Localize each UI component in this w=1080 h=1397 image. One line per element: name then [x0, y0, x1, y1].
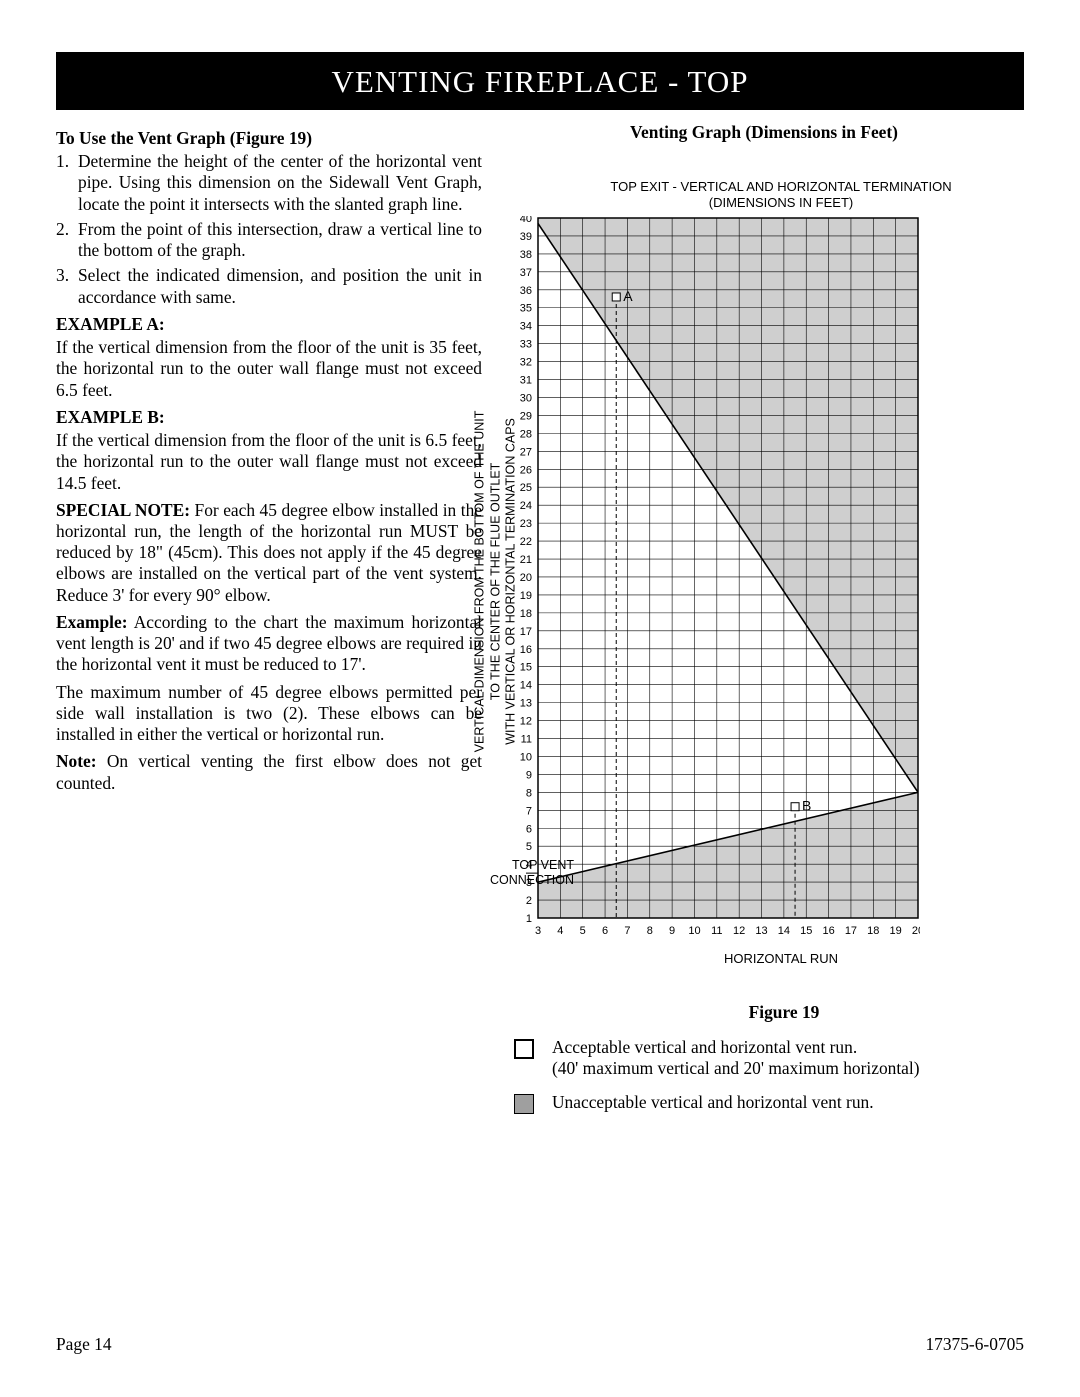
svg-text:13: 13 [755, 925, 767, 937]
svg-text:19: 19 [890, 925, 902, 937]
svg-text:9: 9 [669, 925, 675, 937]
svg-text:4: 4 [557, 925, 563, 937]
page-footer: Page 14 17375-6-0705 [56, 1334, 1024, 1355]
page-title-bar: VENTING FIREPLACE - TOP [56, 52, 1024, 110]
chart-title: TOP EXIT - VERTICAL AND HORIZONTAL TERMI… [538, 179, 1024, 212]
vertical-note: Note: On vertical venting the first elbo… [56, 751, 482, 793]
steps-list: 1.Determine the height of the center of … [56, 151, 482, 308]
svg-text:16: 16 [822, 925, 834, 937]
step-3: 3.Select the indicated dimension, and po… [56, 265, 482, 307]
vent-svg: AB12345678910111213141516171819202122232… [504, 216, 920, 940]
example-note: Example: According to the chart the maxi… [56, 612, 482, 676]
svg-text:6: 6 [602, 925, 608, 937]
step-1: 1.Determine the height of the center of … [56, 151, 482, 215]
y-axis-label-wrap: VERTICAL DIMENSION FROM THE BOTTOM OF TH… [446, 219, 546, 944]
svg-text:17: 17 [845, 925, 857, 937]
svg-text:A: A [623, 287, 633, 303]
figure-legend: Figure 19 Acceptable vertical and horizo… [504, 1002, 1024, 1115]
svg-text:8: 8 [647, 925, 653, 937]
top-vent-label: TOP VENTCONNECTION [490, 858, 574, 888]
example-a-heading: EXAMPLE A: [56, 314, 482, 335]
use-graph-heading: To Use the Vent Graph (Figure 19) [56, 128, 482, 149]
svg-text:B: B [802, 797, 811, 813]
legend-acceptable: Acceptable vertical and horizontal vent … [504, 1037, 1024, 1081]
vent-chart: TOP EXIT - VERTICAL AND HORIZONTAL TERMI… [504, 179, 1024, 966]
svg-text:14: 14 [778, 925, 790, 937]
svg-text:10: 10 [688, 925, 700, 937]
svg-text:15: 15 [800, 925, 812, 937]
max-elbows-note: The maximum number of 45 degree elbows p… [56, 682, 482, 746]
swatch-grey-icon [514, 1094, 534, 1114]
graph-column: Venting Graph (Dimensions in Feet) TOP E… [504, 122, 1024, 1126]
svg-text:7: 7 [624, 925, 630, 937]
example-b-heading: EXAMPLE B: [56, 407, 482, 428]
svg-text:18: 18 [867, 925, 879, 937]
figure-label: Figure 19 [544, 1002, 1024, 1023]
footer-page: Page 14 [56, 1334, 112, 1355]
svg-text:20: 20 [912, 925, 920, 937]
svg-text:12: 12 [733, 925, 745, 937]
special-note: SPECIAL NOTE: For each 45 degree elbow i… [56, 500, 482, 606]
graph-heading: Venting Graph (Dimensions in Feet) [504, 122, 1024, 143]
footer-doc-id: 17375-6-0705 [925, 1334, 1024, 1355]
y-axis-label: VERTICAL DIMENSION FROM THE BOTTOM OF TH… [473, 410, 520, 752]
instructions-column: To Use the Vent Graph (Figure 19) 1.Dete… [56, 122, 482, 1126]
example-a-body: If the vertical dimension from the floor… [56, 337, 482, 401]
step-2: 2.From the point of this intersection, d… [56, 219, 482, 261]
svg-text:5: 5 [580, 925, 586, 937]
svg-text:11: 11 [711, 925, 722, 937]
x-axis-label: HORIZONTAL RUN [538, 951, 1024, 966]
swatch-white-icon [514, 1039, 534, 1059]
example-b-body: If the vertical dimension from the floor… [56, 430, 482, 494]
two-column-layout: To Use the Vent Graph (Figure 19) 1.Dete… [56, 122, 1024, 1126]
legend-unacceptable: Unacceptable vertical and horizontal ven… [504, 1092, 1024, 1114]
